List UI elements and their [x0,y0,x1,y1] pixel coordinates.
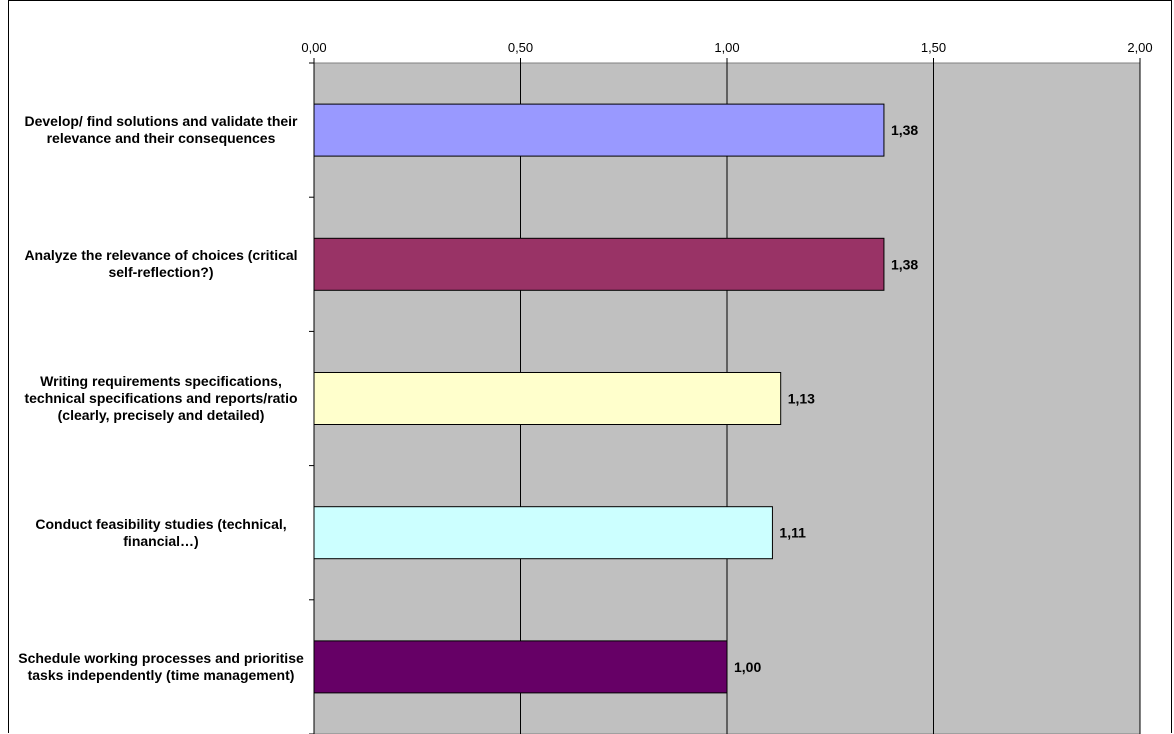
category-label: Schedule working processes and prioritis… [18,649,304,683]
category-label: Writing requirements specifications, tec… [24,373,298,423]
x-tick-label: 1,00 [714,40,739,55]
bar-chart: 0,00 0,50 1,00 1,50 2,00 1,38 1,38 1,13 1,11 1,0… [301,40,1153,734]
value-label: 1,13 [788,391,815,407]
bar [313,372,782,425]
bar [313,103,885,157]
bar [313,640,728,694]
bar [313,506,773,560]
x-tick-label: 1,50 [921,40,946,55]
category-label: Develop/ find solutions and validate the… [24,113,298,147]
x-tick-label: 0,00 [301,40,326,55]
x-tick-label: 2,00 [1127,40,1152,55]
category-label: Analyze the relevance of choices (critic… [24,247,298,281]
value-label: 1,38 [891,256,918,272]
value-label: 1,00 [734,659,761,675]
value-label: 1,38 [891,122,918,138]
x-tick-label: 0,50 [508,40,533,55]
chart-frame: 0,00 0,50 1,00 1,50 2,00 1,38 1,38 1,13 1,11 1,0… [8,0,1172,734]
value-label: 1,11 [779,525,806,541]
category-label: Conduct feasibility studies (technical, … [35,515,287,549]
bar [313,237,885,291]
